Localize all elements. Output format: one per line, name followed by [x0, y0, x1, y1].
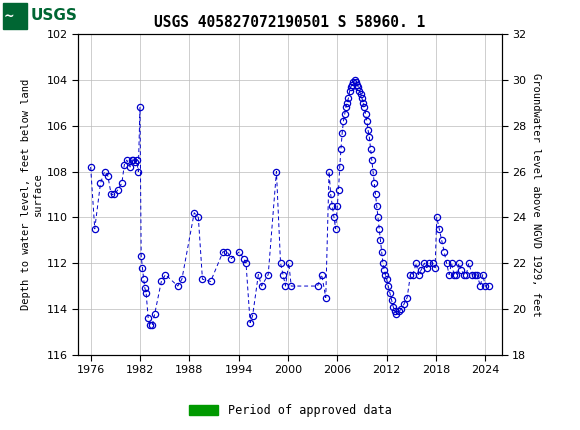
Y-axis label: Groundwater level above NGVD 1929, feet: Groundwater level above NGVD 1929, feet — [531, 73, 541, 316]
Title: USGS 405827072190501 S 58960. 1: USGS 405827072190501 S 58960. 1 — [154, 15, 426, 30]
Bar — [3, 3, 78, 29]
Bar — [3, 3, 27, 29]
Y-axis label: Depth to water level, feet below land
surface: Depth to water level, feet below land su… — [21, 79, 42, 310]
Legend: Period of approved data: Period of approved data — [184, 399, 396, 422]
Text: ~: ~ — [4, 9, 15, 22]
Text: USGS: USGS — [30, 9, 77, 24]
